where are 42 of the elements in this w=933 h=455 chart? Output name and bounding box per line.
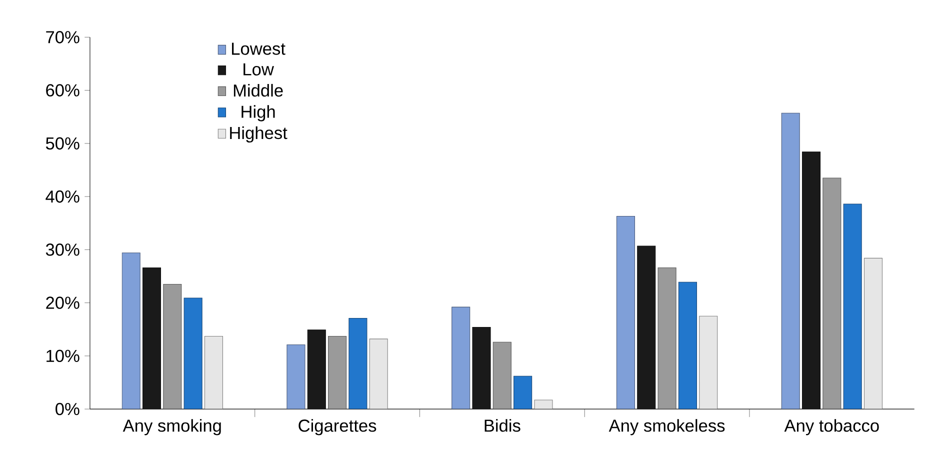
y-tick-label: 40%: [46, 190, 80, 203]
x-tick-label: Any smoking: [122, 419, 221, 436]
y-tick-label: 10%: [46, 350, 80, 362]
legend-label: High: [242, 105, 275, 122]
bar: [637, 246, 656, 410]
bar: [369, 338, 388, 410]
y-tick-label: 20%: [46, 296, 80, 309]
x-tick-label: Any tobacco: [784, 419, 879, 436]
x-tick-label: Cigarettes: [298, 419, 376, 436]
bar: [658, 267, 676, 410]
legend-label: Highest: [230, 126, 288, 143]
legend-label: Low: [244, 63, 274, 76]
legend-label: Lowest: [232, 42, 286, 55]
bar: [452, 306, 470, 410]
x-tick-label: Any smokeless: [608, 419, 725, 436]
bar: [492, 342, 512, 410]
bar: [678, 282, 697, 410]
bar: [802, 152, 821, 410]
bar: [184, 298, 202, 410]
bar: [307, 330, 326, 410]
bar: [142, 267, 162, 410]
bar: [514, 376, 532, 410]
bar: [616, 216, 635, 410]
bar: [286, 344, 306, 410]
bar: [781, 112, 800, 410]
bar: [822, 178, 842, 410]
y-tick-label: 0%: [56, 402, 80, 416]
y-tick-label: 60%: [46, 84, 80, 96]
legend-label: Middle: [234, 84, 283, 97]
x-tick-label: Bidis: [484, 419, 520, 432]
bar: [122, 252, 140, 410]
y-tick-label: 30%: [46, 244, 80, 256]
bar: [348, 318, 368, 410]
y-tick-label: 50%: [46, 137, 80, 150]
bar: [163, 284, 182, 410]
bar: [472, 326, 491, 410]
y-tick-label: 70%: [46, 31, 80, 44]
bar: [699, 316, 718, 410]
bar: [204, 336, 223, 410]
bar: [843, 204, 862, 410]
bar: [864, 258, 882, 410]
bar: [328, 336, 347, 410]
